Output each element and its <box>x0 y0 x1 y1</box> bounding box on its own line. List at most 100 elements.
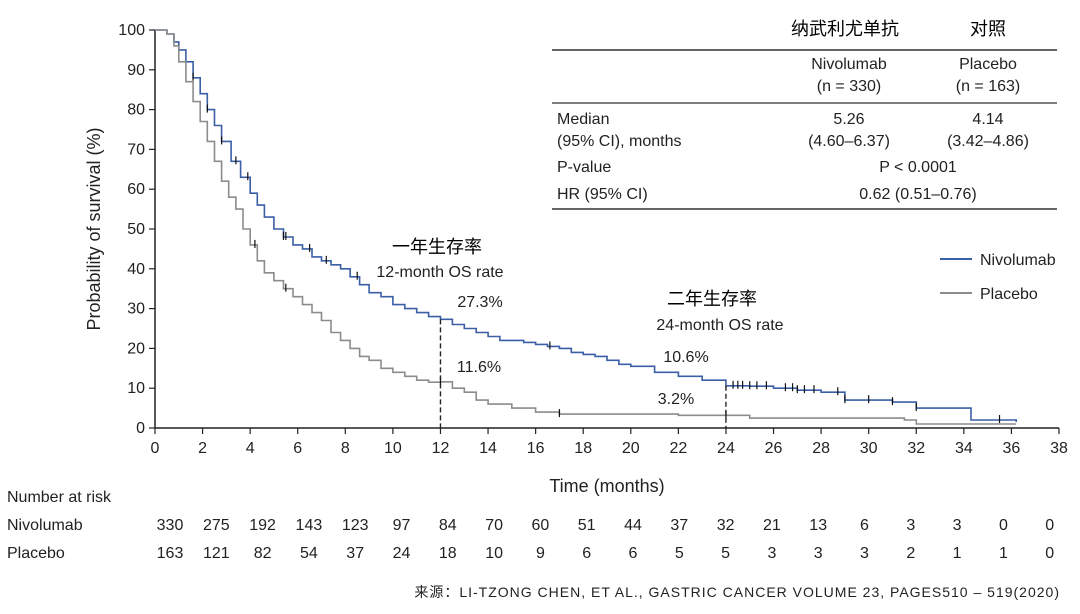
risk-value-placebo: 6 <box>582 545 591 562</box>
annot-niv-one_year: 27.3% <box>457 294 502 311</box>
risk-value-placebo: 2 <box>906 545 915 562</box>
risk-value-placebo: 1 <box>953 545 962 562</box>
x-tick-label: 8 <box>341 440 350 457</box>
risk-value-nivolumab: 0 <box>1045 517 1054 534</box>
y-tick-label: 0 <box>136 420 145 437</box>
annot-pla-one_year: 11.6% <box>457 359 501 376</box>
table-hr-label: HR (95% CI) <box>557 186 648 203</box>
x-tick-label: 30 <box>860 440 878 457</box>
risk-value-placebo: 3 <box>814 545 823 562</box>
x-axis-label: Time (months) <box>549 476 664 496</box>
table-pvalue: P < 0.0001 <box>879 159 957 176</box>
table-hr: 0.62 (0.51–0.76) <box>859 186 976 203</box>
risk-value-nivolumab: 3 <box>953 517 962 534</box>
risk-value-placebo: 3 <box>767 545 776 562</box>
risk-value-placebo: 0 <box>1045 545 1054 562</box>
x-tick-label: 24 <box>717 440 735 457</box>
risk-value-nivolumab: 0 <box>999 517 1008 534</box>
risk-value-nivolumab: 123 <box>342 517 369 534</box>
y-tick-label: 60 <box>127 181 145 198</box>
y-ticks: 0 10 20 30 40 50 60 70 80 90 100 <box>118 22 155 437</box>
x-tick-label: 12 <box>432 440 450 457</box>
y-tick-label: 90 <box>127 62 145 79</box>
risk-value-nivolumab: 84 <box>439 517 457 534</box>
summary-table: 纳武利尤单抗 对照 Nivolumab (n = 330) Placebo (n… <box>552 19 1057 210</box>
risk-value-placebo: 6 <box>629 545 638 562</box>
x-tick-label: 14 <box>479 440 497 457</box>
table-cn-header-2: 对照 <box>970 19 1006 40</box>
annot-en-two_year: 24-month OS rate <box>656 317 783 334</box>
risk-title: Number at risk <box>7 489 112 506</box>
annot-cn-two_year: 二年生存率 <box>667 289 757 310</box>
table-median-label2: (95% CI), months <box>557 133 681 150</box>
y-tick-label: 50 <box>127 221 145 238</box>
annot-pla-two_year: 3.2% <box>658 391 694 408</box>
table-median-niv-ci: (4.60–6.37) <box>808 133 890 150</box>
risk-values: 330 275 192 143 123 97 84 70 60 51 44 37 32 21 13 6 3 3 0 0… <box>157 517 1055 562</box>
risk-value-nivolumab: 192 <box>249 517 276 534</box>
x-tick-label: 28 <box>812 440 830 457</box>
risk-value-nivolumab: 143 <box>296 517 323 534</box>
x-tick-label: 16 <box>527 440 545 457</box>
x-tick-label: 2 <box>198 440 207 457</box>
x-tick-label: 36 <box>1003 440 1021 457</box>
risk-value-nivolumab: 32 <box>717 517 735 534</box>
x-tick-label: 34 <box>955 440 973 457</box>
table-median-pla: 4.14 <box>972 111 1003 128</box>
risk-row-label-placebo: Placebo <box>7 545 65 562</box>
risk-value-placebo: 121 <box>203 545 230 562</box>
table-median-label: Median <box>557 111 609 128</box>
risk-value-nivolumab: 70 <box>485 517 503 534</box>
y-tick-label: 20 <box>127 340 145 357</box>
risk-value-placebo: 9 <box>536 545 545 562</box>
rate-annotations: 一年生存率 12-month OS rate 27.3% 11.6% 二年生存率 24-m… <box>376 237 784 428</box>
table-col1-name: Nivolumab <box>811 56 887 73</box>
table-median-pla-ci: (3.42–4.86) <box>947 133 1029 150</box>
risk-value-placebo: 5 <box>721 545 730 562</box>
risk-value-placebo: 37 <box>346 545 364 562</box>
y-tick-label: 70 <box>127 141 145 158</box>
risk-value-nivolumab: 44 <box>624 517 642 534</box>
annot-niv-two_year: 10.6% <box>663 349 708 366</box>
legend-nivolumab-label: Nivolumab <box>980 252 1056 269</box>
risk-value-nivolumab: 275 <box>203 517 230 534</box>
table-median-niv: 5.26 <box>833 111 864 128</box>
risk-value-placebo: 163 <box>157 545 184 562</box>
y-axis-label: Probability of survival (%) <box>84 127 104 330</box>
y-tick-label: 100 <box>118 22 145 39</box>
x-tick-label: 32 <box>907 440 925 457</box>
legend: Nivolumab Placebo <box>940 252 1056 303</box>
curve-placebo <box>155 29 1017 425</box>
curve-nivolumab <box>155 29 1017 422</box>
risk-value-nivolumab: 60 <box>532 517 550 534</box>
y-tick-label: 10 <box>127 380 145 397</box>
x-tick-label: 38 <box>1050 440 1068 457</box>
risk-value-nivolumab: 6 <box>860 517 869 534</box>
y-tick-label: 30 <box>127 301 145 318</box>
table-cn-header-1: 纳武利尤单抗 <box>791 19 899 40</box>
annot-cn-one_year: 一年生存率 <box>392 237 482 258</box>
table-col1-n: (n = 330) <box>817 78 881 95</box>
x-tick-label: 6 <box>293 440 302 457</box>
table-pvalue-label: P-value <box>557 159 611 176</box>
risk-value-placebo: 54 <box>300 545 318 562</box>
risk-value-nivolumab: 13 <box>809 517 827 534</box>
risk-value-placebo: 1 <box>999 545 1008 562</box>
risk-value-placebo: 18 <box>439 545 457 562</box>
risk-value-placebo: 3 <box>860 545 869 562</box>
risk-value-placebo: 5 <box>675 545 684 562</box>
x-tick-label: 20 <box>622 440 640 457</box>
table-col2-name: Placebo <box>959 56 1017 73</box>
x-ticks: 0 2 4 6 8 10 12 14 16 18 20 22 24 26 28 30 32 34 36 38 <box>151 428 1068 457</box>
legend-placebo-label: Placebo <box>980 286 1038 303</box>
risk-value-placebo: 82 <box>254 545 272 562</box>
y-tick-label: 80 <box>127 102 145 119</box>
y-tick-label: 40 <box>127 261 145 278</box>
risk-value-placebo: 10 <box>485 545 503 562</box>
x-tick-label: 22 <box>669 440 687 457</box>
risk-value-nivolumab: 3 <box>906 517 915 534</box>
x-tick-label: 26 <box>765 440 783 457</box>
risk-value-nivolumab: 51 <box>578 517 596 534</box>
risk-row-label-nivolumab: Nivolumab <box>7 517 83 534</box>
